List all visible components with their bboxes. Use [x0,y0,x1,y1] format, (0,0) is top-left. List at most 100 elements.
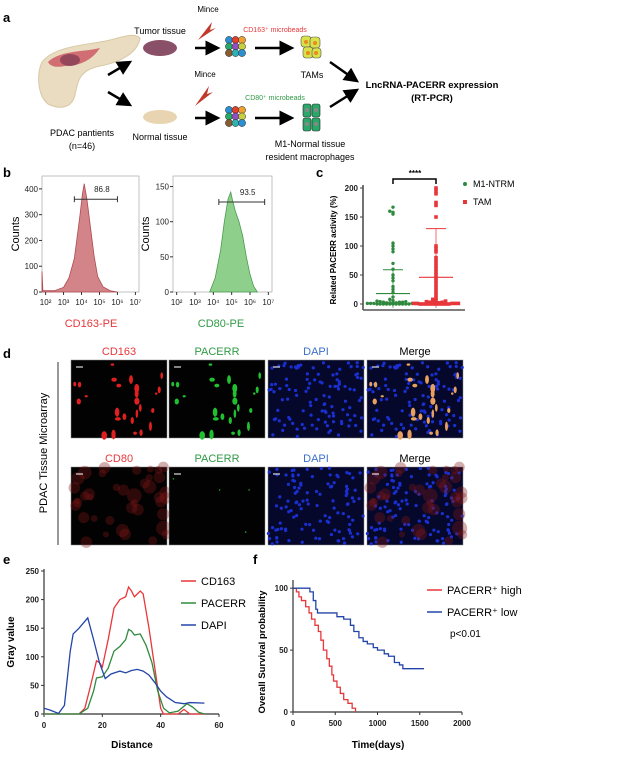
stained-cell [199,431,205,440]
nucleus [427,485,432,489]
nucleus [389,468,393,473]
nucleus [276,408,280,412]
nucleus [390,478,394,483]
nucleus [306,502,310,506]
panel-d-microscopy: CD163 PACERR DAPI Merge CD80 PACERR DAPI Merge [68,346,468,548]
nucleus [347,515,351,519]
nucleus [451,499,455,503]
scalpel-icon [195,86,213,106]
nucleus [304,389,308,393]
row2-pacerr-title: PACERR [194,453,239,465]
y-tick-label: 0 [34,288,39,297]
nucleus [327,414,331,418]
stained-region [413,484,426,496]
data-point [404,299,408,304]
nucleus [359,396,363,400]
nucleus [282,364,286,368]
nucleus [279,506,283,510]
nucleus [374,467,378,471]
stained-cell [111,377,117,382]
nucleus [446,471,451,476]
stained-cell [218,489,221,491]
nucleus [435,511,439,515]
nucleus [317,537,322,541]
nucleus [295,500,299,504]
cell-mixture-icon [225,106,246,127]
data-point [431,297,435,302]
nucleus [385,499,389,503]
nucleus [283,361,287,365]
nucleus [300,540,304,544]
nucleus [274,528,278,532]
nucleus [348,522,352,527]
stained-cell [228,416,232,425]
nucleus [345,487,349,491]
stained-region [130,499,139,507]
stained-cell [139,429,143,437]
c-ylabel: Related PACERR activity (%) [329,195,338,304]
panel-label-b: b [3,165,11,180]
nucleus [280,398,284,402]
nucleus [310,423,314,427]
nucleus [337,382,342,386]
nucleus [299,483,303,487]
p-value-label: p<0.01 [450,629,481,640]
x-axis-label: Distance [111,740,153,751]
nucleus [394,434,398,439]
stained-cell [232,397,238,405]
nucleus [274,504,279,508]
legend-tam: TAM [473,197,491,207]
data-point [391,247,395,251]
nucleus [377,386,381,391]
data-point [375,302,379,306]
x-tick-label: 1000 [369,719,387,728]
nucleus [410,366,414,370]
m1-label-line2: resident macrophages [265,152,355,162]
legend-label: CD163 [201,576,235,588]
y-tick-label: 150 [156,183,170,192]
cell-icon [238,49,246,57]
nucleus [296,363,300,368]
nucleus [269,387,273,391]
nucleus [422,420,426,424]
cell-icon [225,106,233,114]
x-tick-label: 10⁵ [226,298,238,307]
nucleus [424,424,429,428]
data-point [381,300,386,304]
x-tick-label: 10² [171,298,183,307]
nucleus [287,510,291,514]
stained-region [71,471,85,485]
x-tick-label: 10⁴ [207,298,220,307]
stained-region [442,465,450,473]
nucleus [291,478,295,483]
cell-icon [231,36,240,44]
nucleus [313,378,317,382]
cd163-ylabel: Counts [10,216,22,251]
histogram-area [41,183,118,293]
nucleus [305,372,309,376]
x-tick-label: 40 [156,721,165,730]
nucleus [430,420,435,424]
nucleus [305,467,309,471]
nucleus [320,409,324,413]
nucleus [390,421,394,425]
nucleus [407,400,411,404]
nucleus [327,395,331,399]
stained-cell [133,431,137,435]
arrow-icon [107,60,133,77]
nucleus [383,377,388,381]
stained-region [394,469,403,478]
nucleus [430,373,434,377]
stained-cell [369,381,373,387]
stained-region [119,528,131,541]
nucleus [447,418,451,422]
stained-region [449,491,461,503]
nucleus [328,473,332,477]
x-tick-label: 2000 [453,719,471,728]
cell-icon [238,106,246,114]
cd80-xlabel: CD80-PE [198,318,244,330]
nucleus [370,433,374,437]
x-tick-label: 0 [291,719,296,728]
y-tick-label: 0 [354,300,359,309]
